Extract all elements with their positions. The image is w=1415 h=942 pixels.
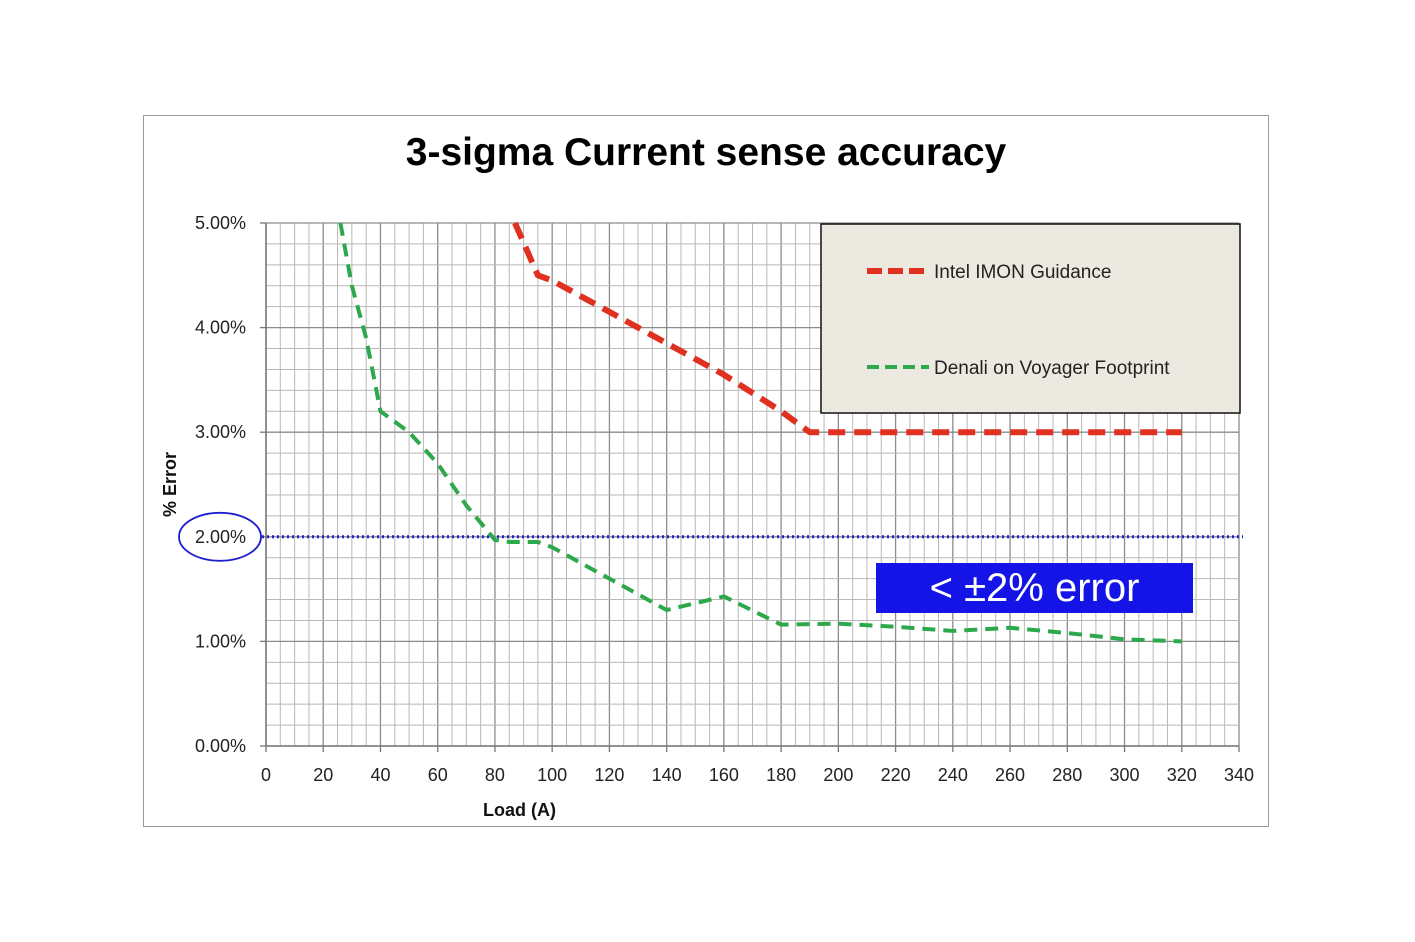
x-tick-label: 0: [261, 765, 271, 785]
x-tick-label: 60: [428, 765, 448, 785]
legend-label: Intel IMON Guidance: [934, 262, 1111, 283]
chart-title: 3-sigma Current sense accuracy: [405, 131, 1007, 174]
x-tick-label: 180: [766, 765, 796, 785]
legend-box: [820, 223, 1241, 414]
x-tick-label: 240: [938, 765, 968, 785]
y-tick-label: 1.00%: [195, 631, 246, 651]
highlight-ellipse: [178, 511, 262, 562]
x-tick-label: 340: [1224, 765, 1254, 785]
x-tick-label: 200: [823, 765, 853, 785]
x-tick-label: 100: [537, 765, 567, 785]
legend: Intel IMON Guidance Denali on Voyager Foo…: [820, 223, 1241, 414]
series-line-2: [338, 222, 1182, 644]
x-tick-label: 160: [709, 765, 739, 785]
y-tick-label: 4.00%: [195, 318, 246, 338]
x-tick-label: 220: [881, 765, 911, 785]
series-line-1: [512, 221, 1182, 436]
legend-label: Denali on Voyager Footprint: [934, 358, 1170, 379]
x-tick-label: 300: [1110, 765, 1140, 785]
y-tick-label: 0.00%: [195, 736, 246, 756]
error-callout: < ±2% error: [876, 563, 1193, 613]
y-tick-label: 5.00%: [195, 213, 246, 233]
x-tick-label: 260: [995, 765, 1025, 785]
x-tick-label: 120: [594, 765, 624, 785]
x-tick-label: 280: [1052, 765, 1082, 785]
x-tick-label: 20: [313, 765, 333, 785]
x-tick-label: 40: [370, 765, 390, 785]
y-tick-label: 2.00%: [195, 527, 246, 547]
x-tick-label: 140: [652, 765, 682, 785]
x-tick-label: 320: [1167, 765, 1197, 785]
x-tick-label: 80: [485, 765, 505, 785]
y-tick-label: 3.00%: [195, 422, 246, 442]
y-axis-title: % Error: [160, 452, 180, 517]
x-axis-title: Load (A): [483, 800, 556, 820]
